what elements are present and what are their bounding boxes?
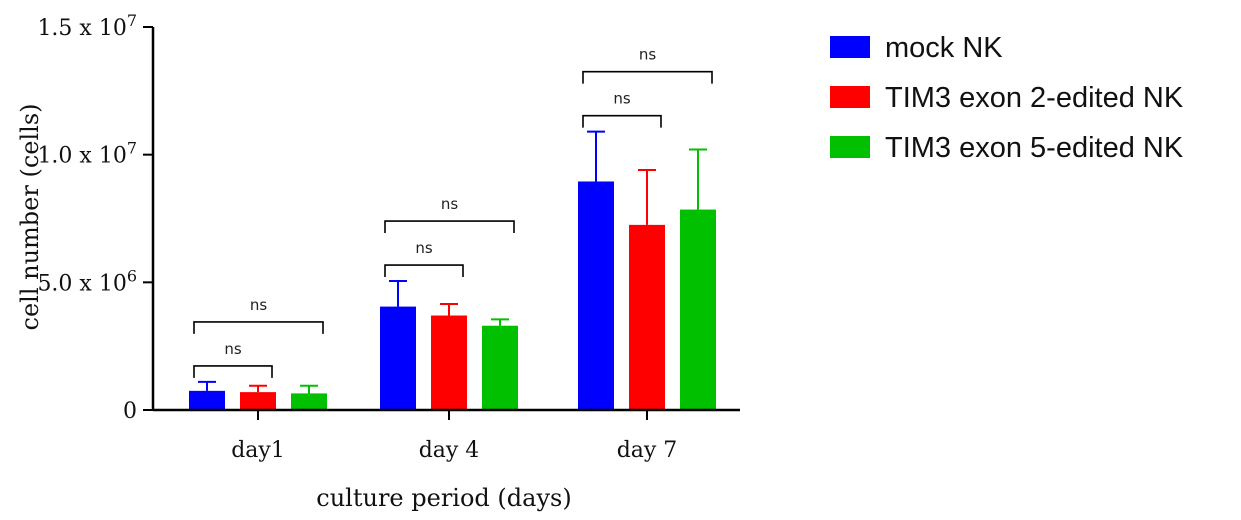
significance-label: ns [415,239,433,257]
legend-swatch [830,86,870,108]
x-tick-label: day1 [231,438,285,463]
significance-label: ns [250,296,268,314]
y-axis-title: cell number (cells) [16,103,44,330]
legend-label: mock NK [885,32,1003,64]
significance-bracket [193,365,273,378]
x-axis-title: culture period (days) [316,484,571,512]
legend-label: TIM3 exon 2-edited NK [885,82,1184,114]
bar [380,306,416,410]
bar [240,392,276,410]
significance-label: ns [441,195,459,213]
y-tick-label: 1.0 x 107 [37,139,137,169]
legend: mock NK TIM3 exon 2-edited NK TIM3 exon 5-… [830,32,1184,164]
significance-bracket [582,70,713,84]
bar [680,209,716,410]
bar [291,393,327,410]
x-tick-label: day 4 [419,438,480,463]
significance-bracket [582,114,662,128]
x-tick-label: day 7 [617,438,678,463]
y-tick-label: 5.0 x 106 [37,266,137,296]
plot-area: ns ns ns ns ns ns [189,46,716,410]
significance-label: ns [224,340,242,358]
legend-label: TIM3 exon 5-edited NK [885,132,1184,164]
legend-swatch [830,136,870,158]
significance-label: ns [613,90,631,108]
bar [482,325,518,410]
bar [578,181,614,410]
y-tick-label: 0 [123,399,137,424]
significance-label: ns [639,46,657,64]
axes: 0 5.0 x 106 1.0 x 107 1.5 x 107 day1 day 4 day… [37,11,740,463]
legend-swatch [830,36,870,58]
bar [629,224,665,410]
bar [431,315,467,410]
significance-bracket [384,220,515,234]
y-tick-label: 1.5 x 107 [37,11,137,41]
bar [189,390,225,410]
significance-bracket [384,264,464,278]
significance-bracket [193,321,324,334]
